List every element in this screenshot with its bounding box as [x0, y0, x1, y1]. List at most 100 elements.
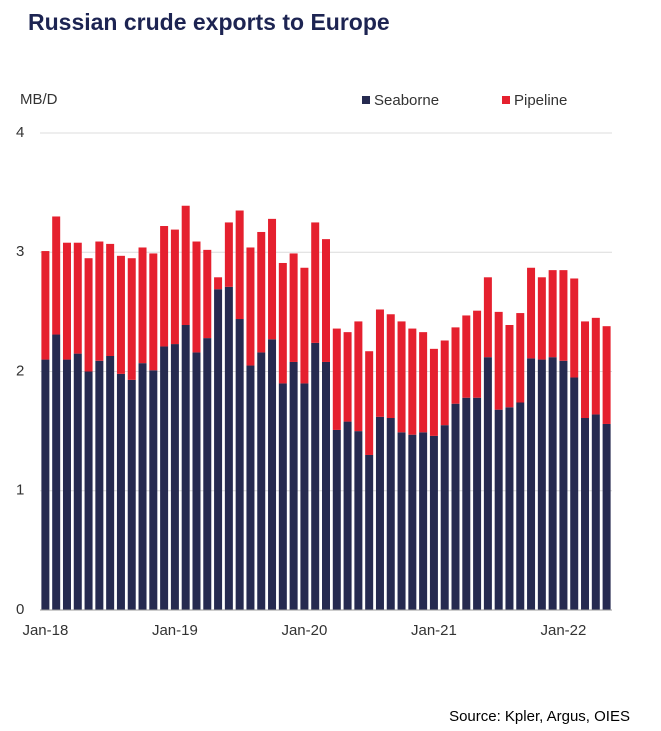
bar-segment — [559, 270, 568, 361]
bar-segment — [354, 321, 363, 432]
bar-segment — [311, 222, 320, 343]
bar-segment — [332, 328, 341, 430]
bar-segment — [419, 332, 428, 433]
bar-segment — [52, 334, 61, 610]
bar-segment — [429, 348, 438, 436]
bar-segment — [591, 317, 600, 415]
x-tick-label: Jan-22 — [540, 622, 586, 639]
bar-segment — [408, 328, 417, 435]
x-tick-label: Jan-20 — [281, 622, 327, 639]
bar-segment — [365, 454, 374, 610]
y-tick-label: 0 — [16, 601, 24, 618]
x-tick-label: Jan-19 — [152, 622, 198, 639]
bar-segment — [73, 242, 82, 354]
bar-segment — [386, 418, 395, 610]
bar-segment — [419, 432, 428, 610]
bar-segment — [527, 267, 536, 359]
bar-segment — [516, 402, 525, 610]
bar-segment — [116, 255, 125, 374]
bar-segment — [300, 267, 309, 384]
bar-segment — [473, 310, 482, 398]
bar-segment — [246, 247, 255, 366]
bar-segment — [170, 229, 179, 345]
bar-segment — [257, 231, 266, 353]
bar-segment — [322, 239, 330, 362]
bar-segment — [149, 370, 158, 610]
x-tick-label: Jan-18 — [22, 622, 68, 639]
bar-segment — [84, 371, 93, 610]
bar-segment — [106, 355, 115, 610]
bar-segment — [602, 423, 611, 610]
bar-segment — [127, 379, 136, 610]
bar-segment — [440, 340, 449, 426]
y-axis-label: MB/D — [20, 91, 58, 108]
bar-segment — [483, 357, 492, 610]
bar-segment — [483, 277, 492, 358]
bar-segment — [278, 383, 287, 610]
bar-segment — [343, 332, 352, 422]
bar-segment — [41, 359, 50, 610]
bar-segment — [138, 247, 147, 364]
bar-segment — [602, 326, 611, 424]
bar-segment — [257, 352, 266, 610]
bar-segment — [62, 359, 71, 610]
bar-segment — [332, 429, 341, 610]
bar-segment — [581, 418, 590, 610]
bar-segment — [192, 241, 201, 353]
bar-segment — [289, 253, 298, 362]
bar-segment — [343, 421, 352, 610]
bar-segment — [106, 243, 115, 356]
bar-segment — [570, 278, 579, 378]
bar-segment — [581, 321, 590, 419]
bar-segment — [462, 315, 471, 398]
bar-segment — [451, 327, 460, 404]
bar-segment — [397, 321, 406, 433]
bar-segment — [149, 253, 158, 371]
bar-segment — [95, 241, 104, 361]
bar-segment — [224, 222, 233, 287]
bar-segment — [127, 258, 136, 380]
bar-segment — [41, 251, 50, 360]
bar-segment — [160, 346, 169, 610]
x-tick-label: Jan-21 — [411, 622, 457, 639]
y-tick-label: 3 — [16, 243, 24, 260]
bar-segment — [591, 414, 600, 610]
bar-segment — [354, 431, 363, 610]
bar-segment — [214, 289, 223, 610]
bar-segment — [375, 416, 384, 610]
legend-label: Pipeline — [514, 92, 567, 109]
bar-segment — [181, 205, 190, 325]
bar-segment — [559, 360, 568, 610]
bar-segment — [494, 409, 503, 610]
bar-segment — [462, 397, 471, 610]
bar-segment — [494, 311, 503, 410]
bar-segment — [505, 407, 514, 610]
bar-segment — [224, 286, 233, 610]
bar-segment — [322, 361, 330, 610]
bar-segment — [84, 258, 93, 372]
bar-segment — [95, 360, 104, 610]
legend-label: Seaborne — [374, 92, 439, 109]
bar-segment — [203, 249, 212, 339]
bar-segment — [214, 277, 223, 290]
bar-segment — [548, 270, 557, 358]
bar-segment — [408, 434, 417, 610]
legend-swatch — [502, 96, 510, 104]
bar-segment — [527, 358, 536, 610]
bar-segment — [375, 309, 384, 417]
bar-segment — [138, 363, 147, 610]
bar-segment — [235, 319, 244, 610]
y-tick-label: 2 — [16, 362, 24, 379]
bar-segment — [268, 339, 277, 610]
bar-segment — [246, 365, 255, 610]
bar-segment — [386, 314, 395, 419]
y-tick-label: 1 — [16, 482, 24, 499]
bar-segment — [62, 242, 71, 360]
chart-title: Russian crude exports to Europe — [28, 9, 390, 35]
bar-segment — [289, 361, 298, 610]
bar-segment — [429, 435, 438, 610]
bar-segment — [548, 357, 557, 610]
bar-segment — [440, 425, 449, 610]
bar-segment — [203, 338, 212, 610]
